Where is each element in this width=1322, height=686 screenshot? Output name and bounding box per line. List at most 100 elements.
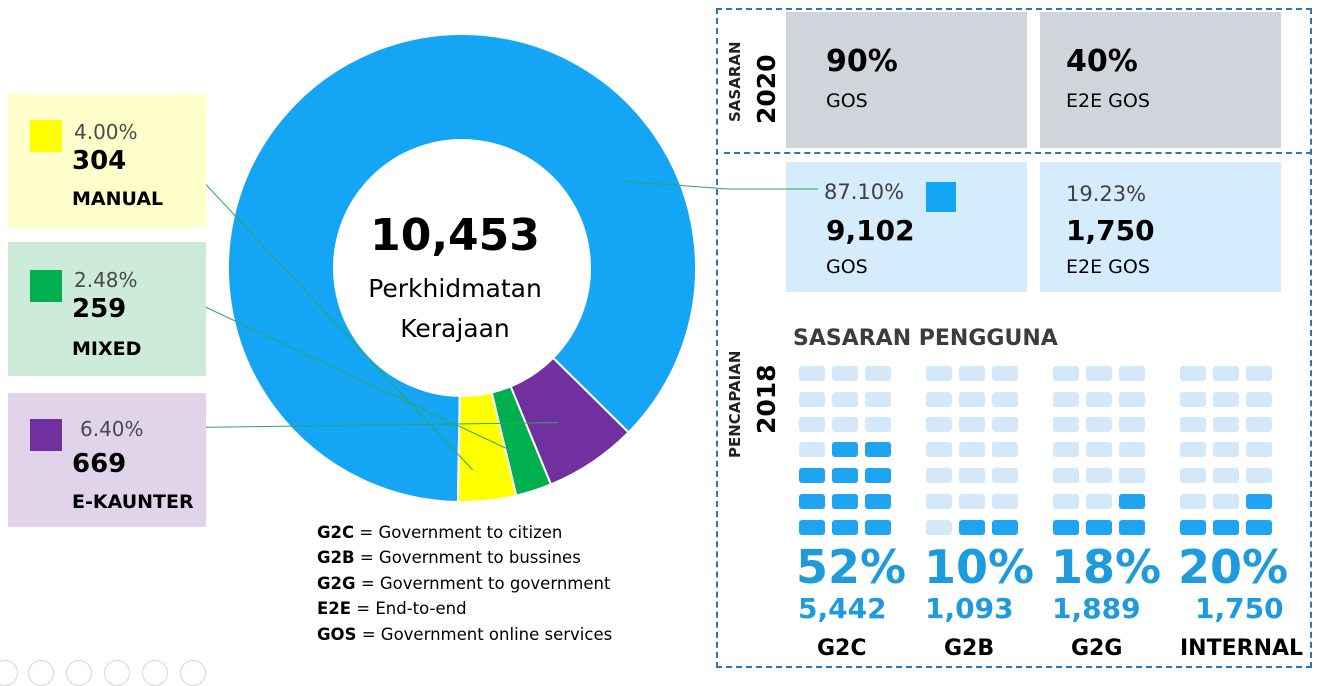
waffle-cell bbox=[832, 366, 858, 381]
waffle-cell bbox=[1213, 494, 1239, 509]
zoom-icon[interactable] bbox=[142, 660, 168, 686]
target-year: 2020 bbox=[752, 54, 781, 124]
waffle-cell bbox=[1119, 366, 1145, 381]
slides-icon[interactable] bbox=[104, 660, 130, 686]
g2g-count: 1,889 bbox=[1052, 592, 1141, 625]
waffle-cell bbox=[1213, 417, 1239, 432]
center-label-1: Perkhidmatan bbox=[368, 274, 542, 303]
target-e2e-label: E2E GOS bbox=[1066, 90, 1150, 112]
legend-manual: 4.00% 304 MANUAL bbox=[8, 94, 206, 228]
waffle-cell bbox=[865, 366, 891, 381]
waffle-cell bbox=[1053, 520, 1079, 535]
achieve-gos-percent: 87.10% bbox=[824, 180, 905, 204]
glossary-item: G2G = Government to government bbox=[317, 574, 611, 593]
waffle-cell bbox=[832, 468, 858, 483]
achievement-label: PENCAPAIAN bbox=[726, 350, 744, 458]
waffle-cell bbox=[926, 417, 952, 432]
waffle-cell bbox=[1213, 366, 1239, 381]
target-label: SASARAN bbox=[726, 41, 744, 122]
waffle-cell bbox=[992, 442, 1018, 457]
g2g-percent: 18% bbox=[1051, 540, 1162, 594]
pen-icon[interactable] bbox=[66, 660, 92, 686]
waffle-cell bbox=[799, 442, 825, 457]
waffle-cell bbox=[992, 366, 1018, 381]
achieve-e2e-percent: 19.23% bbox=[1066, 182, 1147, 206]
section-divider bbox=[724, 152, 1312, 154]
summary-frame bbox=[716, 8, 1312, 668]
waffle-cell bbox=[1213, 442, 1239, 457]
more-icon[interactable] bbox=[180, 660, 206, 686]
waffle-cell bbox=[1246, 468, 1272, 483]
waffle-cell bbox=[926, 520, 952, 535]
waffle-cell bbox=[1053, 392, 1079, 407]
waffle-cell bbox=[1180, 392, 1206, 407]
waffle-cell bbox=[992, 392, 1018, 407]
g2c-label: G2C bbox=[817, 636, 867, 661]
achieve-e2e-card: 19.23% 1,750 E2E GOS bbox=[1040, 162, 1281, 292]
waffle-cell bbox=[1119, 468, 1145, 483]
next-icon[interactable] bbox=[28, 660, 54, 686]
manual-swatch bbox=[30, 120, 62, 152]
ekaunter-percent: 6.40% bbox=[80, 417, 144, 441]
waffle-cell bbox=[799, 468, 825, 483]
waffle-cell bbox=[1053, 417, 1079, 432]
achieve-e2e-label: E2E GOS bbox=[1066, 256, 1150, 278]
mixed-count: 259 bbox=[72, 294, 127, 324]
waffle-cell bbox=[832, 494, 858, 509]
waffle-cell bbox=[1180, 494, 1206, 509]
waffle-cell bbox=[1213, 468, 1239, 483]
waffle-cell bbox=[1180, 442, 1206, 457]
waffle-cell bbox=[1180, 468, 1206, 483]
waffle-cell bbox=[1119, 494, 1145, 509]
target-gos-value: 90% bbox=[826, 44, 898, 79]
g2b-percent: 10% bbox=[924, 540, 1035, 594]
waffle-cell bbox=[832, 392, 858, 407]
waffle-cell bbox=[959, 366, 985, 381]
waffle-cell bbox=[1119, 392, 1145, 407]
waffle-cell bbox=[1086, 366, 1112, 381]
waffle-cell bbox=[799, 520, 825, 535]
manual-label: MANUAL bbox=[72, 188, 164, 210]
internal-label: INTERNAL bbox=[1180, 636, 1304, 661]
waffle-cell bbox=[1119, 520, 1145, 535]
glossary-item: G2B = Government to bussines bbox=[317, 548, 581, 567]
waffle-cell bbox=[959, 468, 985, 483]
waffle-cell bbox=[1180, 417, 1206, 432]
legend-ekaunter: 6.40% 669 E-KAUNTER bbox=[8, 393, 206, 527]
waffle-cell bbox=[865, 468, 891, 483]
waffle-cell bbox=[959, 417, 985, 432]
waffle-cell bbox=[992, 417, 1018, 432]
target-gos-card: 90% GOS bbox=[786, 12, 1027, 148]
waffle-cell bbox=[832, 417, 858, 432]
waffle-cell bbox=[926, 442, 952, 457]
legend-mixed: 2.48% 259 MIXED bbox=[8, 242, 206, 376]
waffle-cell bbox=[1119, 442, 1145, 457]
manual-count: 304 bbox=[72, 146, 127, 176]
glossary-item: E2E = End-to-end bbox=[317, 599, 467, 618]
waffle-cell bbox=[1086, 417, 1112, 432]
waffle-cell bbox=[1053, 366, 1079, 381]
waffle-cell bbox=[1086, 520, 1112, 535]
waffle-cell bbox=[926, 366, 952, 381]
achievement-year: 2018 bbox=[752, 364, 781, 434]
target-e2e-value: 40% bbox=[1066, 44, 1138, 79]
waffle-cell bbox=[1213, 520, 1239, 535]
waffle-cell bbox=[1246, 442, 1272, 457]
waffle-cell bbox=[959, 392, 985, 407]
waffle-cell bbox=[1053, 494, 1079, 509]
glossary-item: GOS = Government online services bbox=[317, 625, 613, 644]
g2c-percent: 52% bbox=[796, 540, 907, 594]
waffle-cell bbox=[799, 494, 825, 509]
waffle-cell bbox=[1180, 366, 1206, 381]
achieve-gos-label: GOS bbox=[826, 256, 868, 278]
waffle-cell bbox=[865, 392, 891, 407]
waffle-cell bbox=[1246, 392, 1272, 407]
ekaunter-swatch bbox=[30, 419, 62, 451]
waffle-cell bbox=[926, 392, 952, 407]
ekaunter-label: E-KAUNTER bbox=[72, 491, 194, 513]
waffle-cell bbox=[1246, 417, 1272, 432]
waffle-cell bbox=[832, 442, 858, 457]
waffle-cell bbox=[799, 392, 825, 407]
user-target-title: SASARAN PENGGUNA bbox=[793, 326, 1058, 351]
achieve-gos-card: 87.10% 9,102 GOS bbox=[786, 162, 1027, 292]
